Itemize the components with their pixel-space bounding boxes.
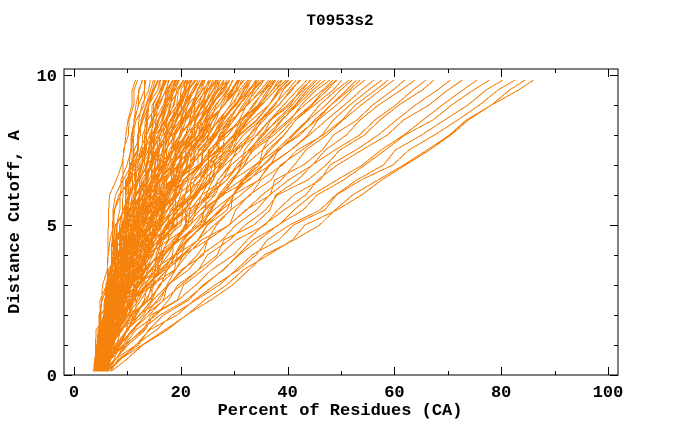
model-curve	[96, 79, 184, 372]
x-axis-label: Percent of Residues (CA)	[217, 402, 463, 421]
model-curve	[98, 79, 406, 372]
model-curve	[96, 79, 312, 372]
y-tick-label: 5	[47, 218, 57, 237]
model-curve	[100, 79, 389, 372]
model-curve	[110, 79, 526, 372]
chart-title: T0953s2	[306, 12, 374, 30]
model-curve	[97, 79, 272, 372]
model-curves-group	[92, 79, 534, 372]
x-tick-label: 0	[69, 384, 79, 403]
x-tick-label: 20	[171, 384, 191, 403]
model-curve	[93, 79, 197, 372]
y-tick-label: 10	[37, 68, 57, 87]
model-curve	[102, 79, 300, 372]
model-curve	[97, 79, 287, 372]
x-tick-label: 40	[277, 384, 297, 403]
model-curve	[99, 79, 274, 372]
model-curve	[100, 79, 331, 372]
model-curve	[101, 79, 343, 372]
model-curve	[105, 79, 361, 372]
model-curve	[103, 79, 490, 372]
x-tick-label: 80	[491, 384, 511, 403]
model-curve	[98, 79, 241, 372]
model-curve	[101, 79, 451, 372]
model-curve	[96, 79, 326, 372]
model-curve	[98, 79, 435, 372]
model-curve	[107, 79, 516, 372]
model-curve	[98, 79, 282, 372]
model-curve	[103, 79, 504, 372]
x-tick-label: 100	[593, 384, 624, 403]
model-curve	[97, 79, 279, 372]
model-curve	[97, 79, 293, 372]
model-curve	[104, 79, 375, 372]
model-curve	[97, 79, 189, 372]
model-curve	[107, 79, 534, 372]
y-tick-label: 0	[47, 368, 57, 387]
model-curve	[107, 79, 427, 372]
x-tick-label: 60	[384, 384, 404, 403]
